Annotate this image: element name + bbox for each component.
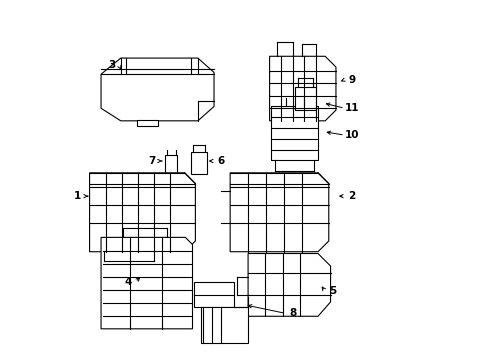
Polygon shape — [271, 107, 317, 160]
Text: 1: 1 — [74, 191, 81, 201]
Polygon shape — [101, 237, 192, 329]
Polygon shape — [201, 307, 247, 343]
Text: 3: 3 — [108, 60, 115, 70]
Polygon shape — [194, 282, 233, 307]
Text: 9: 9 — [348, 75, 355, 85]
Text: 7: 7 — [148, 156, 155, 166]
Polygon shape — [137, 120, 158, 126]
Polygon shape — [89, 173, 195, 252]
Text: 2: 2 — [348, 191, 355, 201]
Polygon shape — [190, 152, 206, 174]
Polygon shape — [230, 173, 328, 252]
Text: 8: 8 — [289, 309, 296, 318]
Polygon shape — [269, 56, 335, 121]
Text: 5: 5 — [328, 286, 335, 296]
Polygon shape — [247, 253, 330, 316]
Text: 4: 4 — [124, 277, 131, 287]
Text: 6: 6 — [217, 156, 224, 166]
Polygon shape — [294, 87, 316, 110]
Polygon shape — [101, 58, 214, 121]
Text: 10: 10 — [344, 130, 359, 140]
Polygon shape — [164, 155, 177, 173]
Text: 11: 11 — [344, 103, 359, 113]
